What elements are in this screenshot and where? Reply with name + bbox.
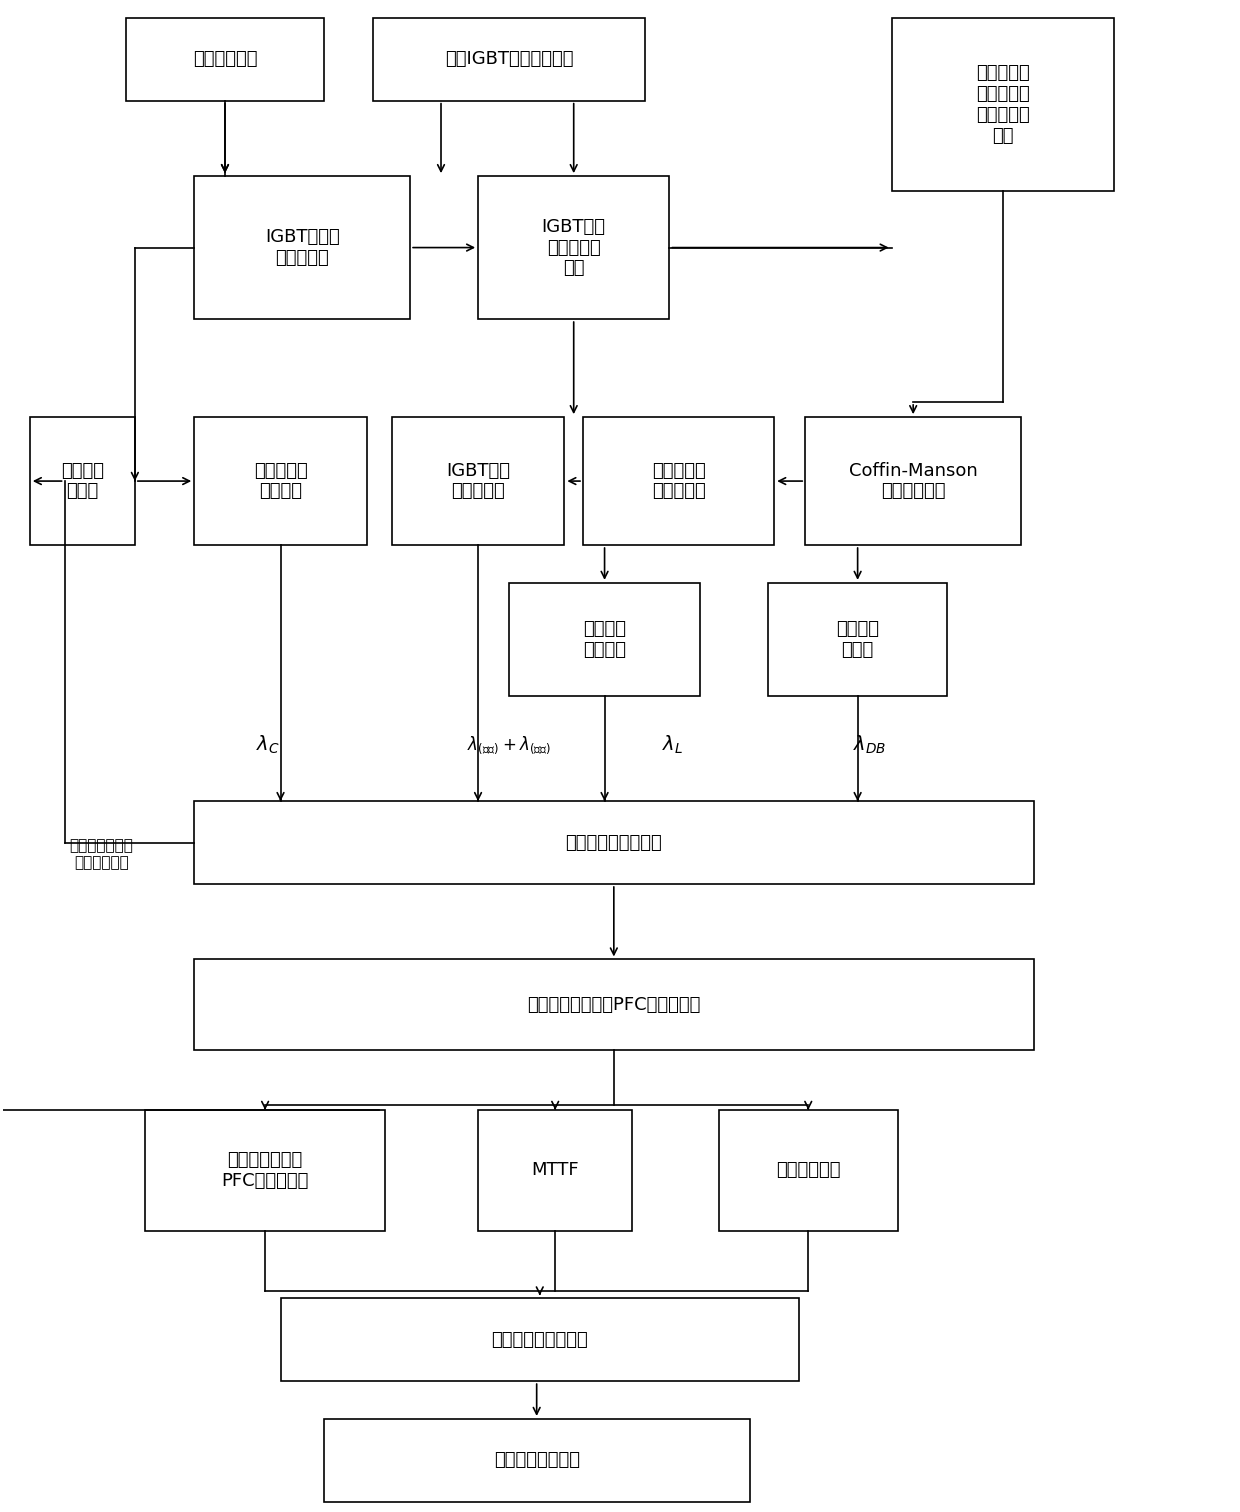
FancyBboxPatch shape bbox=[892, 18, 1114, 191]
FancyBboxPatch shape bbox=[479, 175, 670, 319]
FancyBboxPatch shape bbox=[126, 18, 324, 101]
Text: 功率模块故障或
检修退出运行: 功率模块故障或 检修退出运行 bbox=[69, 838, 134, 869]
Text: 可靠寿命指标: 可靠寿命指标 bbox=[776, 1161, 841, 1179]
FancyBboxPatch shape bbox=[392, 417, 564, 546]
Text: 增加单位冗余对
PFC可靠度增量: 增加单位冗余对 PFC可靠度增量 bbox=[222, 1151, 309, 1190]
FancyBboxPatch shape bbox=[195, 417, 367, 546]
Text: MTTF: MTTF bbox=[532, 1161, 579, 1179]
FancyBboxPatch shape bbox=[145, 1110, 386, 1231]
Text: 可靠性动态模型对PFC可靠性分析: 可靠性动态模型对PFC可靠性分析 bbox=[527, 995, 701, 1013]
Text: 直流支撑电
容失效率: 直流支撑电 容失效率 bbox=[254, 461, 308, 500]
FancyBboxPatch shape bbox=[373, 18, 645, 101]
FancyBboxPatch shape bbox=[195, 960, 1033, 1049]
Text: 雨流算法提
取热循环及
每个热循环
数据: 雨流算法提 取热循环及 每个热循环 数据 bbox=[976, 65, 1029, 145]
FancyBboxPatch shape bbox=[195, 801, 1033, 885]
Text: $\lambda_{DB}$: $\lambda_{DB}$ bbox=[853, 733, 887, 756]
Text: $\lambda_L$: $\lambda_L$ bbox=[662, 733, 683, 756]
Text: 权衡可靠性与经济型: 权衡可靠性与经济型 bbox=[491, 1331, 588, 1349]
FancyBboxPatch shape bbox=[719, 1110, 898, 1231]
Text: 输入IGBT功率模块参数: 输入IGBT功率模块参数 bbox=[445, 50, 573, 68]
FancyBboxPatch shape bbox=[508, 582, 701, 696]
Text: IGBT功率模
块损耗计算: IGBT功率模 块损耗计算 bbox=[265, 228, 340, 268]
Text: 输入负荷电流: 输入负荷电流 bbox=[192, 50, 257, 68]
Text: Coffin-Manson
寿命损伤模型: Coffin-Manson 寿命损伤模型 bbox=[849, 461, 977, 500]
FancyBboxPatch shape bbox=[324, 1418, 750, 1501]
Text: $\lambda_{(\text{电网})}+\lambda_{(\text{牵引})}$: $\lambda_{(\text{电网})}+\lambda_{(\text{牵… bbox=[467, 735, 551, 756]
FancyBboxPatch shape bbox=[30, 417, 135, 546]
Text: 功率模块失效率计算: 功率模块失效率计算 bbox=[565, 833, 662, 851]
FancyBboxPatch shape bbox=[195, 175, 410, 319]
Text: 输出最佳冗余方案: 输出最佳冗余方案 bbox=[494, 1452, 579, 1470]
FancyBboxPatch shape bbox=[768, 582, 947, 696]
Text: IGBT功率
模块热网络
模型: IGBT功率 模块热网络 模型 bbox=[542, 218, 605, 277]
Text: $\lambda_C$: $\lambda_C$ bbox=[257, 733, 280, 756]
FancyBboxPatch shape bbox=[479, 1110, 632, 1231]
Text: 直流侧电
压上升: 直流侧电 压上升 bbox=[61, 461, 104, 500]
FancyBboxPatch shape bbox=[805, 417, 1022, 546]
Text: 线性疲劳损
伤累积模型: 线性疲劳损 伤累积模型 bbox=[652, 461, 706, 500]
Text: 控制底板
失效率: 控制底板 失效率 bbox=[836, 620, 879, 659]
FancyBboxPatch shape bbox=[583, 417, 774, 546]
Text: IGBT功率
模块失效率: IGBT功率 模块失效率 bbox=[446, 461, 510, 500]
FancyBboxPatch shape bbox=[280, 1299, 799, 1380]
Text: 串联电抗
器失效率: 串联电抗 器失效率 bbox=[583, 620, 626, 659]
